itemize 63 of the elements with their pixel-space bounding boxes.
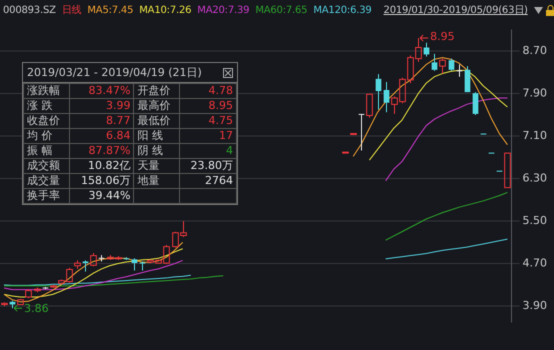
annotation: 阴 线 xyxy=(137,144,163,157)
annotation: 换手率 xyxy=(27,189,60,202)
candlestick xyxy=(432,53,438,72)
annotation: 2019/03/21 - 2019/04/19 (21日) xyxy=(27,65,202,80)
y-tick-label: 7.10 xyxy=(522,129,548,142)
annotation: 158.06万 xyxy=(80,174,130,187)
annotation: 3.86 xyxy=(24,302,49,316)
annotation: 收盘价 xyxy=(27,114,60,127)
candlestick xyxy=(140,260,146,271)
text: MA120:6.39 xyxy=(313,4,372,16)
chart-title: 000893.SZ xyxy=(3,4,56,16)
annotation: 天量 xyxy=(137,159,160,172)
annotation: 83.47% xyxy=(88,84,130,97)
annotation: 最低价 xyxy=(137,114,170,127)
y-tick-label: 7.90 xyxy=(522,86,548,100)
candlestick xyxy=(472,92,478,116)
annotation: 最高价 xyxy=(137,99,170,112)
candlestick xyxy=(82,260,88,272)
annotation: 阳 线 xyxy=(137,129,163,142)
annotation: 成交额 xyxy=(27,159,60,172)
candlestick xyxy=(464,66,470,92)
annotation: 4 xyxy=(226,144,233,157)
text: MA10:7.26 xyxy=(139,4,192,16)
candlestick xyxy=(384,82,390,113)
annotation: 地量 xyxy=(137,174,160,187)
annotation: 8.95 xyxy=(430,30,455,43)
text: 2019/01/30-2019/05/09(63日) xyxy=(384,4,528,17)
candlestick xyxy=(448,58,454,72)
annotation: 8.95 xyxy=(208,99,233,112)
annotation: 23.80万 xyxy=(190,159,233,172)
candlestick xyxy=(132,258,138,271)
annotation: 87.87% xyxy=(88,144,130,157)
annotation: 4.75 xyxy=(208,114,233,127)
text: MA60:7.65 xyxy=(255,4,308,16)
candlestick xyxy=(439,58,446,74)
text: MA20:7.39 xyxy=(197,4,250,16)
annotation: 17 xyxy=(219,129,233,142)
annotation: 均 价 xyxy=(27,129,52,142)
y-tick-label: 4.70 xyxy=(522,256,548,270)
text: MA5:7.45 xyxy=(87,4,134,16)
y-tick-label: 8.70 xyxy=(522,44,548,58)
y-tick-label: 6.30 xyxy=(522,172,548,185)
annotation: 2764 xyxy=(205,174,233,187)
candlestick xyxy=(10,300,16,309)
annotation: 10.82亿 xyxy=(88,159,130,172)
candlestick xyxy=(358,114,365,152)
annotation: 3.99 xyxy=(106,99,130,112)
annotation: 39.44% xyxy=(88,189,130,202)
candlestick xyxy=(456,64,463,78)
annotation: 涨 跌 xyxy=(27,99,52,112)
annotation: 4.78 xyxy=(208,84,233,97)
annotation: 成交量 xyxy=(27,174,60,187)
candlestick xyxy=(376,74,382,110)
annotation: 6.84 xyxy=(106,129,130,142)
annotation: 8.77 xyxy=(106,114,130,127)
candlestick xyxy=(124,256,130,260)
chart-subtitle: 日线 xyxy=(62,4,82,17)
candlestick xyxy=(424,42,430,58)
annotation: 振 幅 xyxy=(27,144,52,157)
annotation: 涨跌幅 xyxy=(27,84,60,97)
y-tick-label: 5.50 xyxy=(522,214,548,227)
y-tick-label: 3.90 xyxy=(522,298,548,312)
annotation: 开盘价 xyxy=(137,84,170,97)
